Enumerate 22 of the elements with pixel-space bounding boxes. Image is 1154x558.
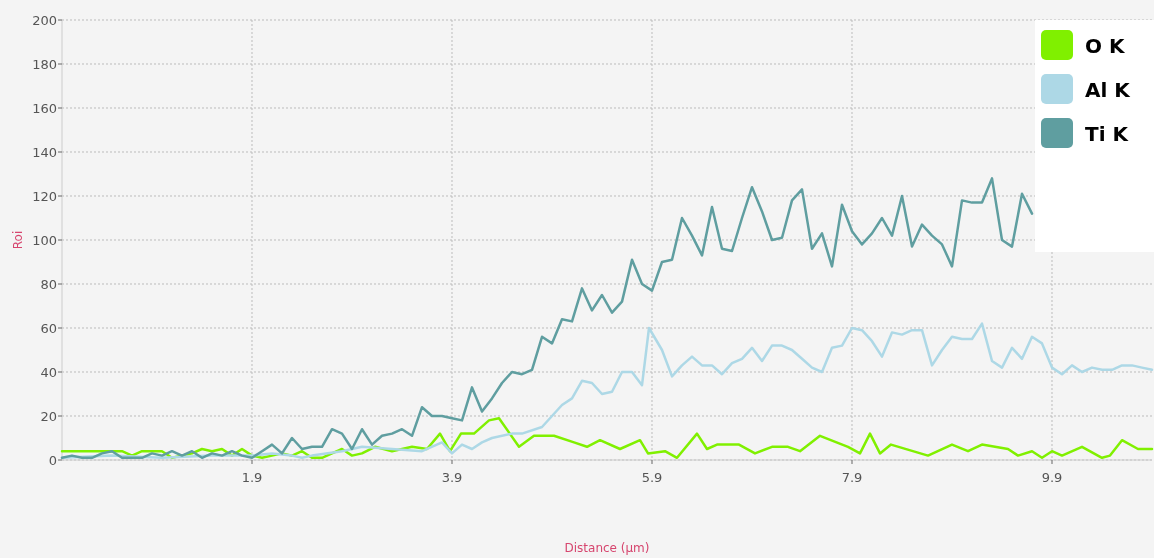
legend-label: Al K bbox=[1085, 78, 1132, 102]
y-tick-label: 20 bbox=[40, 408, 57, 424]
y-tick-label: 0 bbox=[48, 452, 57, 468]
x-tick-label: 1.9 bbox=[241, 470, 263, 485]
x-tick-label: 5.9 bbox=[641, 470, 663, 485]
y-tick-label: 120 bbox=[32, 188, 57, 204]
y-tick-label: 160 bbox=[32, 100, 57, 116]
line-series bbox=[60, 177, 1034, 460]
x-tick-label: 7.9 bbox=[841, 470, 863, 485]
y-tick-label: 100 bbox=[32, 232, 57, 248]
x-tick-label: 3.9 bbox=[441, 470, 463, 485]
y-tick-label: 180 bbox=[32, 56, 57, 72]
y-tick-label: 200 bbox=[32, 12, 57, 28]
y-tick-label: 140 bbox=[32, 144, 57, 160]
x-axis-title: Distance (µm) bbox=[564, 541, 650, 555]
legend-label: O K bbox=[1085, 34, 1126, 58]
y-tick-label: 80 bbox=[40, 276, 57, 292]
x-tick-label: 9.9 bbox=[1041, 470, 1063, 485]
y-tick-label: 40 bbox=[40, 364, 57, 380]
legend-label: Ti K bbox=[1085, 122, 1130, 146]
y-tick-label: 60 bbox=[40, 320, 57, 336]
y-axis-title: Roi bbox=[11, 230, 25, 250]
